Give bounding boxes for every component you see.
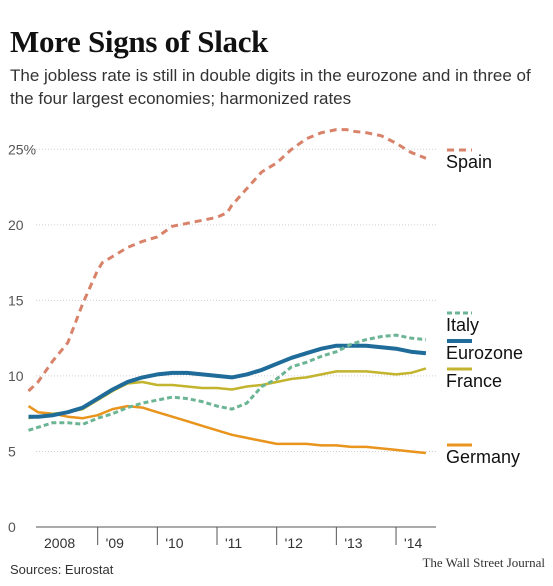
series-line-italy — [28, 333, 427, 432]
x-axis: 2008 '09 '10 '11 '12 '13 '14 — [36, 526, 436, 551]
y-tick-label: 5 — [8, 443, 16, 459]
y-tick-label: 20 — [8, 217, 24, 233]
legend-label-italy: Italy — [446, 315, 479, 335]
x-tick-label: '09 — [106, 535, 124, 551]
legend-label-eurozone: Eurozone — [446, 343, 523, 363]
x-tick-label: '12 — [285, 535, 303, 551]
legend-label-spain: Spain — [446, 152, 492, 172]
legend-label-germany: Germany — [446, 447, 520, 467]
series-lines — [27, 128, 427, 455]
y-tick-label: 25% — [8, 141, 36, 157]
source-note: Sources: Eurostat — [10, 562, 114, 577]
gridlines — [36, 148, 436, 452]
x-tick-label: '13 — [344, 535, 362, 551]
x-tick-label: '11 — [225, 535, 242, 551]
credit-line: The Wall Street Journal — [422, 555, 545, 570]
x-tick-label: '14 — [404, 535, 422, 551]
y-tick-label: 15 — [8, 292, 24, 308]
chart-title: More Signs of Slack — [10, 24, 269, 59]
x-tick-label: '10 — [165, 535, 183, 551]
y-tick-label: 0 — [8, 519, 16, 535]
series-line-spain — [27, 128, 427, 393]
series-line-germany — [27, 404, 427, 455]
y-axis-ticks: 0 5 10 15 20 25% — [8, 141, 36, 535]
y-tick-label: 10 — [8, 368, 24, 384]
legend-label-france: France — [446, 371, 502, 391]
chart-subtitle: The jobless rate is still in double digi… — [10, 66, 531, 108]
series-line-eurozone — [28, 343, 427, 419]
legend: Spain Italy Eurozone France Germany — [446, 148, 523, 467]
x-tick-label: 2008 — [44, 535, 75, 551]
